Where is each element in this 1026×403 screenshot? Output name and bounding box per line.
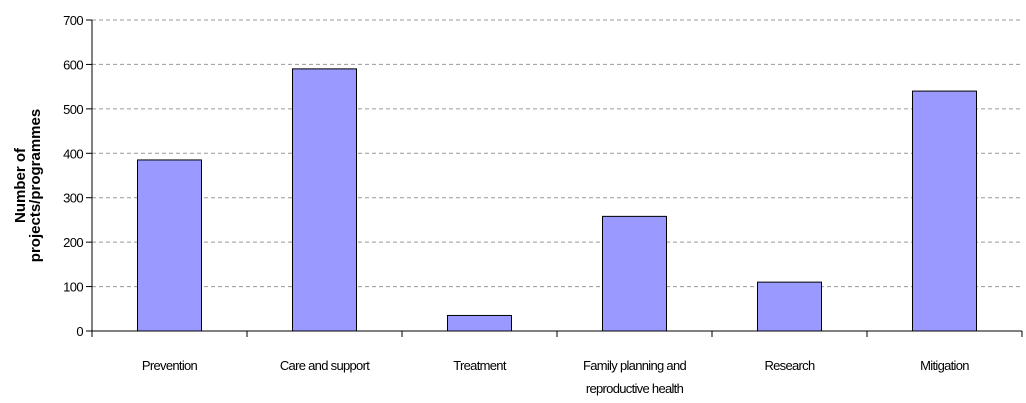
gridlines	[92, 19, 1022, 288]
y-tick-label: 0	[76, 324, 83, 339]
bar	[602, 215, 667, 332]
x-tick-label: Mitigation	[920, 358, 969, 373]
axes	[86, 19, 1023, 337]
y-axis-title: Number of	[12, 147, 29, 223]
x-tick-label: reproductive health	[586, 381, 684, 396]
labels: 0 100 200 300 400 500 600 700 Prevention Care and…	[12, 13, 970, 396]
y-axis-title: projects/programmes	[27, 109, 44, 262]
y-tick-label: 100	[63, 280, 83, 295]
bar	[447, 314, 512, 332]
x-tick-label: Research	[764, 358, 815, 373]
y-tick-label: 200	[63, 235, 83, 250]
bars	[137, 68, 977, 332]
x-tick-label: Care and support	[280, 358, 370, 373]
bar	[137, 159, 202, 332]
x-tick-label: Treatment	[453, 358, 507, 373]
bar	[292, 68, 357, 332]
bar	[757, 281, 822, 332]
x-tick-label: Family planning and	[583, 358, 687, 373]
y-tick-label: 300	[63, 191, 83, 206]
bar	[912, 90, 977, 332]
y-tick-label: 400	[63, 146, 83, 161]
y-tick-label: 700	[63, 13, 83, 28]
y-tick-label: 500	[63, 102, 83, 117]
x-tick-label: Prevention	[142, 358, 198, 373]
y-tick-label: 600	[63, 57, 83, 72]
